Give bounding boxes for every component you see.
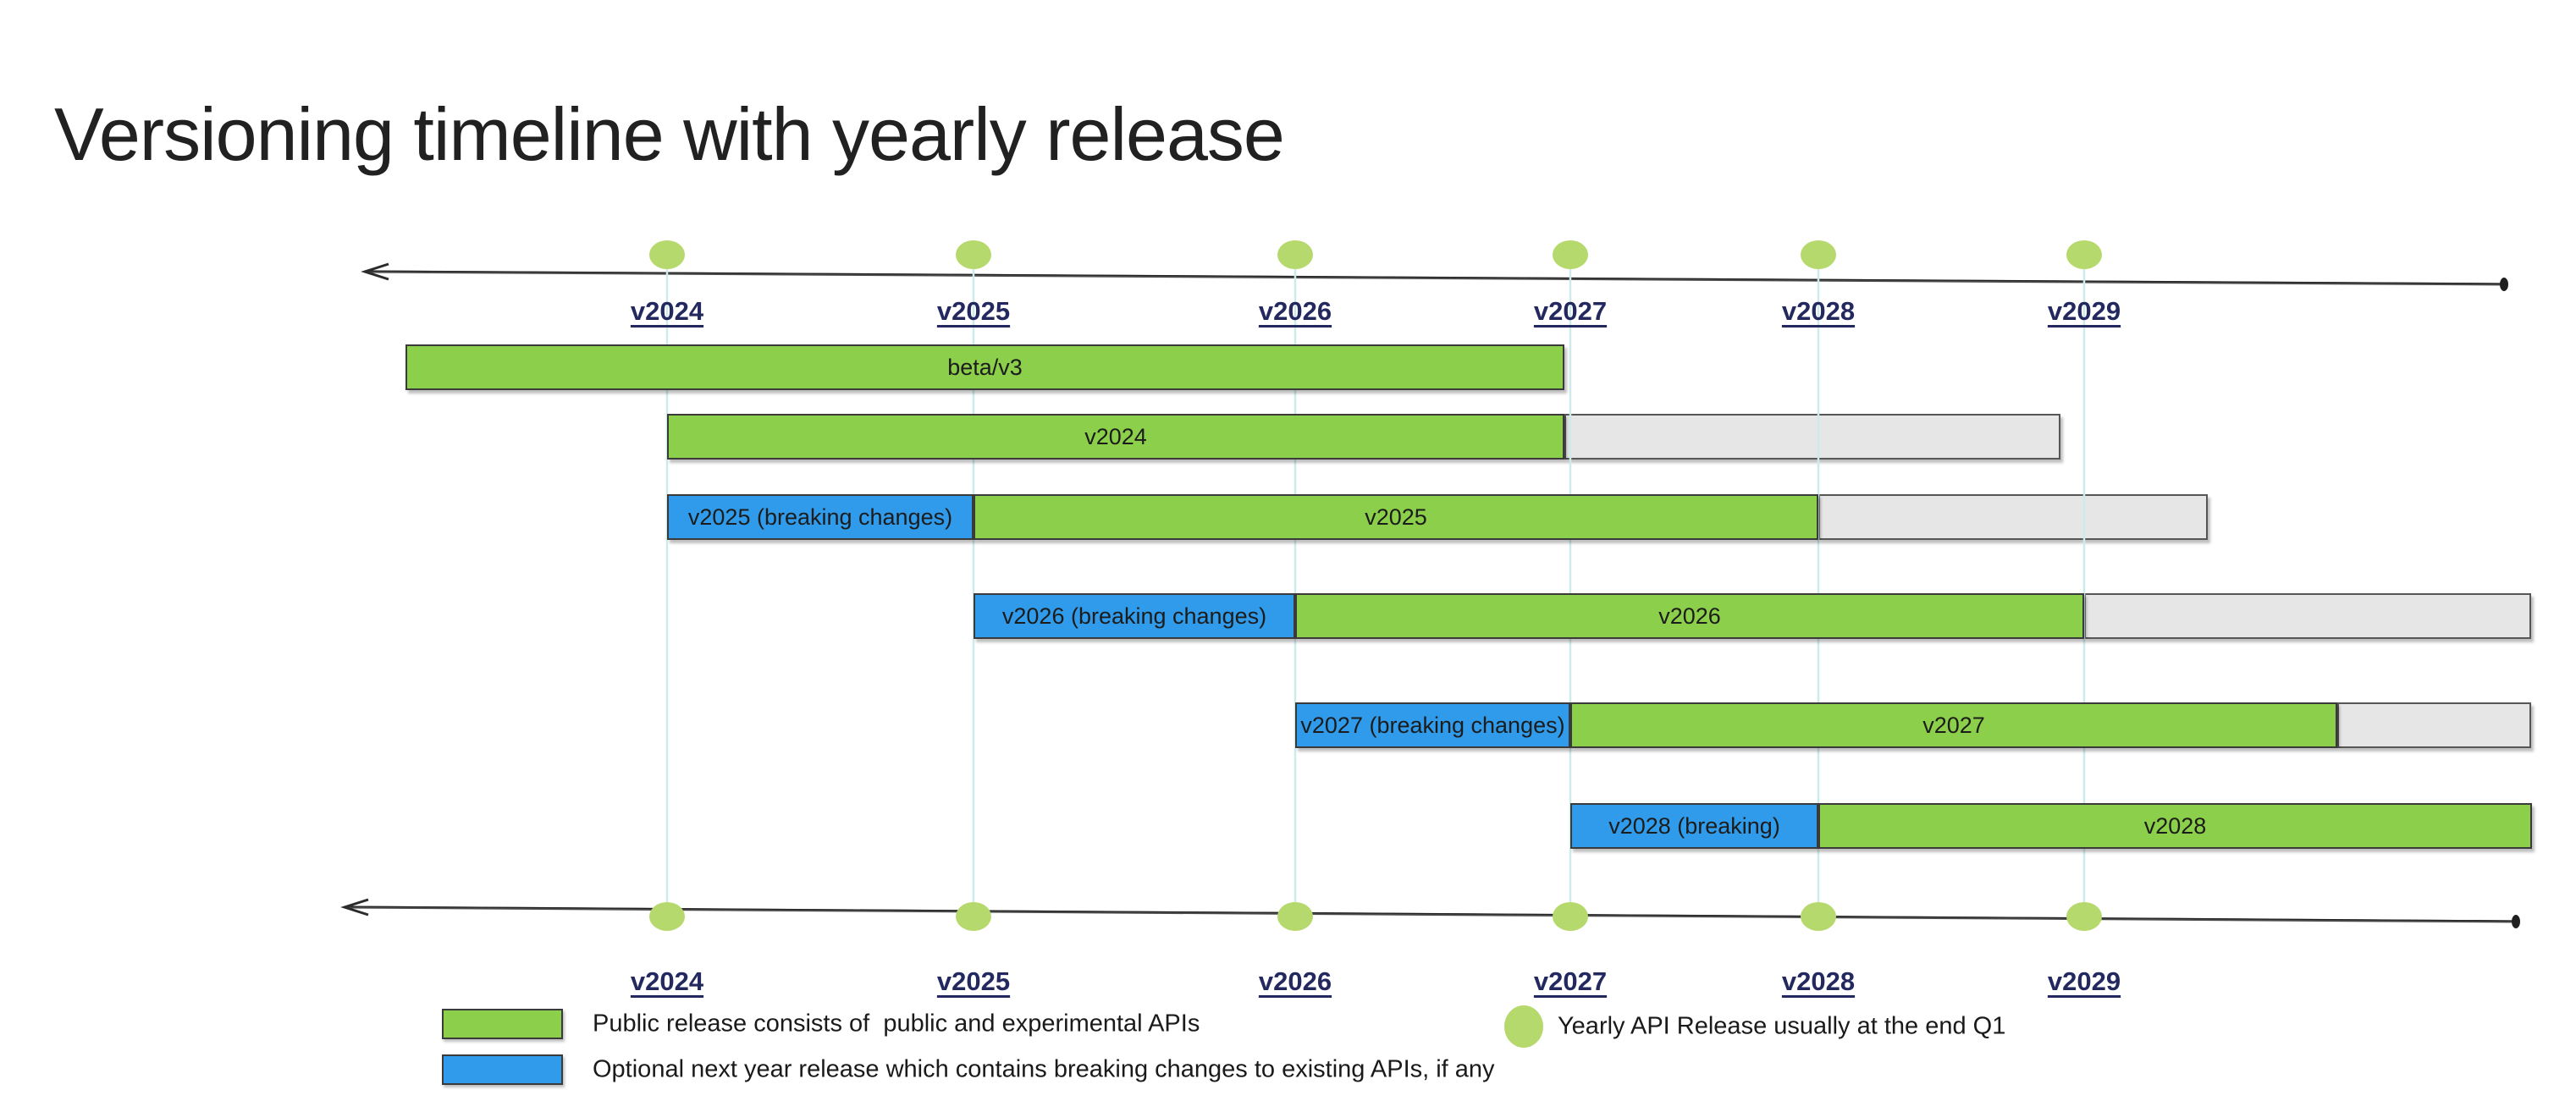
- year-link-top-v2028[interactable]: v2028: [1781, 296, 1856, 326]
- legend-label-blue: Optional next year release which contain…: [593, 1055, 1495, 1083]
- year-link-bottom-v2029[interactable]: v2029: [2047, 966, 2121, 996]
- bar-v2025-green-segment: v2025: [974, 494, 1818, 540]
- bar-v2026-green-segment: v2026: [1295, 593, 2084, 639]
- bottom-axis-right-endpoint-icon: [2512, 915, 2520, 928]
- bottom-axis-line: [344, 906, 2517, 923]
- bar-v2028-blue-segment: v2028 (breaking): [1570, 803, 1818, 849]
- bar-v2026-gray-segment: [2084, 593, 2531, 639]
- year-link-bottom-v2027[interactable]: v2027: [1533, 966, 1608, 996]
- year-link-bottom-v2026[interactable]: v2026: [1258, 966, 1332, 996]
- bottom-axis-left-arrow-icon: [340, 898, 369, 917]
- bar-beta-v3-green-segment: beta/v3: [405, 344, 1564, 390]
- legend-swatch-green: [442, 1009, 563, 1039]
- bar-v2028-green-segment: v2028: [1818, 803, 2532, 849]
- bar-v2024-green-segment: v2024: [667, 414, 1564, 460]
- bar-v2026-blue-segment: v2026 (breaking changes): [974, 593, 1295, 639]
- year-link-top-v2026[interactable]: v2026: [1258, 296, 1332, 326]
- legend-label-green: Public release consists of public and ex…: [593, 1010, 1200, 1038]
- year-link-bottom-v2028[interactable]: v2028: [1781, 966, 1856, 996]
- legend-label-yearly-release-dot: Yearly API Release usually at the end Q1: [1558, 1012, 2006, 1040]
- top-axis-right-endpoint-icon: [2500, 278, 2508, 291]
- bar-v2025-gray-segment: [1818, 494, 2208, 540]
- top-axis-line-sketch: [364, 270, 2505, 284]
- bottom-axis-line-sketch: [344, 906, 2517, 922]
- top-axis-left-arrow-icon: [361, 262, 389, 281]
- bar-v2024-gray-segment: [1564, 414, 2060, 460]
- year-link-bottom-v2025[interactable]: v2025: [936, 966, 1011, 996]
- year-link-top-v2029[interactable]: v2029: [2047, 296, 2121, 326]
- year-link-top-v2025[interactable]: v2025: [936, 296, 1011, 326]
- year-link-top-v2024[interactable]: v2024: [630, 296, 704, 326]
- bar-v2025-blue-segment: v2025 (breaking changes): [667, 494, 974, 540]
- bar-v2027-blue-segment: v2027 (breaking changes): [1295, 702, 1570, 748]
- year-link-top-v2027[interactable]: v2027: [1533, 296, 1608, 326]
- bar-v2027-green-segment: v2027: [1570, 702, 2337, 748]
- legend-swatch-blue: [442, 1054, 563, 1085]
- top-axis-line: [364, 270, 2505, 286]
- bar-v2027-gray-segment: [2337, 702, 2531, 748]
- year-link-bottom-v2024[interactable]: v2024: [630, 966, 704, 996]
- page-title: Versioning timeline with yearly release: [54, 92, 1285, 176]
